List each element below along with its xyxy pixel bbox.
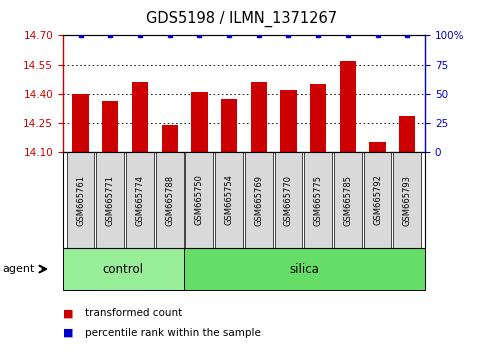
Text: GSM665771: GSM665771 bbox=[106, 175, 115, 225]
Text: agent: agent bbox=[2, 264, 35, 274]
Bar bbox=[280, 90, 297, 152]
Text: GSM665761: GSM665761 bbox=[76, 175, 85, 225]
Bar bbox=[102, 101, 118, 152]
Text: GSM665750: GSM665750 bbox=[195, 175, 204, 225]
Text: GSM665788: GSM665788 bbox=[165, 175, 174, 225]
Bar bbox=[72, 94, 89, 152]
Text: ■: ■ bbox=[63, 308, 73, 318]
Bar bbox=[191, 92, 208, 152]
Text: percentile rank within the sample: percentile rank within the sample bbox=[85, 328, 260, 338]
Text: GSM665770: GSM665770 bbox=[284, 175, 293, 225]
Text: control: control bbox=[103, 263, 143, 275]
Text: GSM665769: GSM665769 bbox=[254, 175, 263, 225]
Text: GSM665754: GSM665754 bbox=[225, 175, 234, 225]
Text: GSM665793: GSM665793 bbox=[403, 175, 412, 225]
Bar bbox=[161, 125, 178, 152]
Bar bbox=[132, 82, 148, 152]
Text: GSM665785: GSM665785 bbox=[343, 175, 352, 225]
Text: GSM665792: GSM665792 bbox=[373, 175, 382, 225]
Bar bbox=[340, 61, 356, 152]
Text: silica: silica bbox=[289, 263, 319, 275]
Text: transformed count: transformed count bbox=[85, 308, 182, 318]
Bar bbox=[369, 142, 386, 152]
Text: GDS5198 / ILMN_1371267: GDS5198 / ILMN_1371267 bbox=[146, 11, 337, 27]
Text: GSM665774: GSM665774 bbox=[136, 175, 144, 225]
Bar bbox=[310, 84, 327, 152]
Bar bbox=[221, 99, 237, 152]
Text: GSM665775: GSM665775 bbox=[313, 175, 323, 225]
Bar bbox=[399, 116, 415, 152]
Bar bbox=[251, 82, 267, 152]
Text: ■: ■ bbox=[63, 328, 73, 338]
